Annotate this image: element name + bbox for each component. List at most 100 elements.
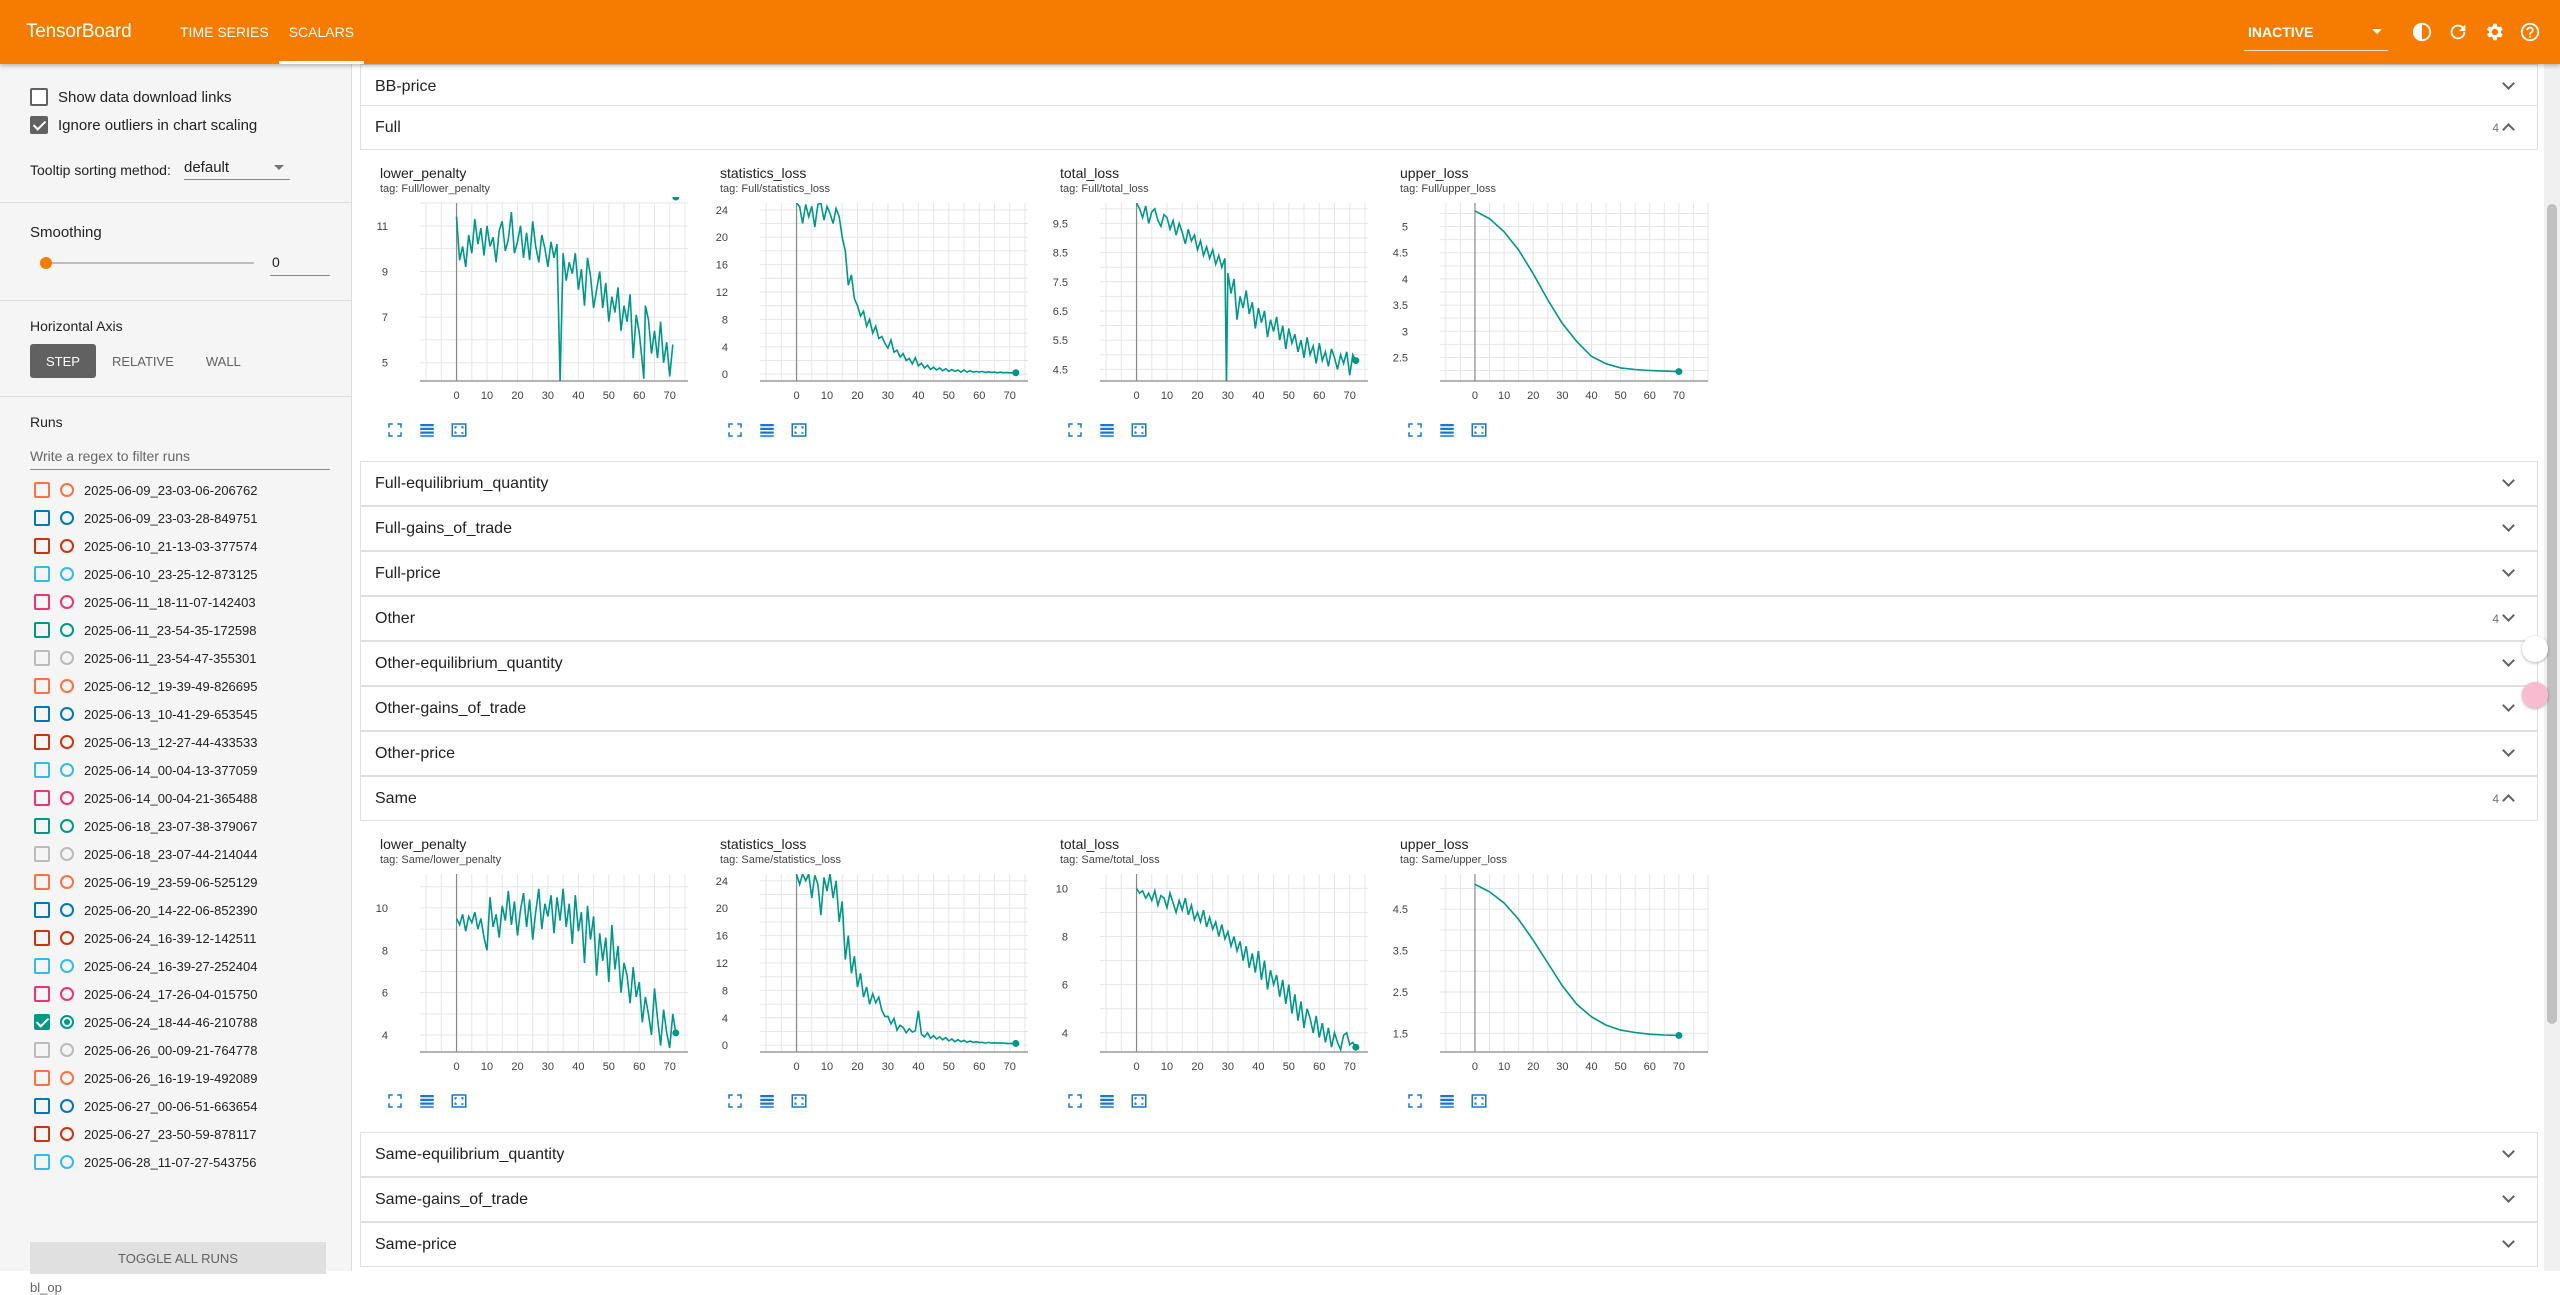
run-color-circle-icon[interactable] bbox=[60, 847, 74, 861]
chevron-down-icon[interactable] bbox=[2502, 744, 2515, 757]
run-item[interactable]: 2025-06-14_00-04-13-377059 bbox=[34, 756, 344, 784]
run-item[interactable]: 2025-06-24_16-39-12-142511 bbox=[34, 924, 344, 952]
data-table-icon[interactable] bbox=[1438, 421, 1456, 439]
run-color-circle-icon[interactable] bbox=[60, 791, 74, 805]
translate-icon[interactable] bbox=[2522, 682, 2548, 708]
run-item[interactable]: 2025-06-09_23-03-28-849751 bbox=[34, 504, 344, 532]
run-color-circle-icon[interactable] bbox=[60, 1099, 74, 1113]
chevron-up-icon[interactable] bbox=[2502, 794, 2515, 807]
tab-scalars[interactable]: SCALARS bbox=[278, 0, 365, 64]
chart-plot-area[interactable]: 0 10 20 30 40 50 60 70 4 6 8 10 bbox=[360, 868, 696, 1088]
run-color-circle-icon[interactable] bbox=[60, 623, 74, 637]
fullscreen-icon[interactable] bbox=[386, 421, 404, 439]
fullscreen-icon[interactable] bbox=[726, 1092, 744, 1110]
haxis-relative-button[interactable]: RELATIVE bbox=[111, 353, 174, 369]
group-header[interactable]: Full-equilibrium_quantity bbox=[360, 461, 2538, 506]
fullscreen-icon[interactable] bbox=[1406, 421, 1424, 439]
group-header[interactable]: Same-equilibrium_quantity bbox=[360, 1132, 2538, 1177]
run-checkbox-icon[interactable] bbox=[34, 958, 50, 974]
run-color-circle-icon[interactable] bbox=[60, 679, 74, 693]
group-header[interactable]: Same 4 bbox=[360, 776, 2538, 821]
chevron-down-icon[interactable] bbox=[2502, 564, 2515, 577]
chevron-down-icon[interactable] bbox=[2502, 1190, 2515, 1203]
run-checkbox-icon[interactable] bbox=[34, 538, 50, 554]
run-item[interactable]: 2025-06-11_23-54-47-355301 bbox=[34, 644, 344, 672]
fit-domain-icon[interactable] bbox=[1470, 421, 1488, 439]
chevron-down-icon[interactable] bbox=[2502, 699, 2515, 712]
run-checkbox-icon[interactable] bbox=[34, 510, 50, 526]
group-header[interactable]: Same-gains_of_trade bbox=[360, 1177, 2538, 1222]
run-checkbox-icon[interactable] bbox=[34, 902, 50, 918]
run-color-circle-icon[interactable] bbox=[60, 1127, 74, 1141]
run-item[interactable]: 2025-06-18_23-07-44-214044 bbox=[34, 840, 344, 868]
chart-plot-area[interactable]: 0 10 20 30 40 50 60 70 4 6 8 10 bbox=[1040, 868, 1376, 1088]
run-color-circle-icon[interactable] bbox=[60, 931, 74, 945]
run-checkbox-icon[interactable] bbox=[34, 846, 50, 862]
run-color-circle-icon[interactable] bbox=[60, 875, 74, 889]
group-header[interactable]: Full-price bbox=[360, 551, 2538, 596]
group-header[interactable]: Other 4 bbox=[360, 596, 2538, 641]
chevron-down-icon[interactable] bbox=[2502, 474, 2515, 487]
run-item[interactable]: 2025-06-13_12-27-44-433533 bbox=[34, 728, 344, 756]
run-item[interactable]: 2025-06-14_00-04-21-365488 bbox=[34, 784, 344, 812]
chevron-up-icon[interactable] bbox=[2502, 123, 2515, 136]
run-color-circle-icon[interactable] bbox=[60, 1155, 74, 1169]
group-header[interactable]: Other-equilibrium_quantity bbox=[360, 641, 2538, 686]
run-color-circle-icon[interactable] bbox=[60, 959, 74, 973]
refresh-icon[interactable] bbox=[2446, 20, 2470, 44]
run-checkbox-icon[interactable] bbox=[34, 734, 50, 750]
smoothing-slider-thumb[interactable] bbox=[40, 257, 52, 269]
run-checkbox-icon[interactable] bbox=[34, 1154, 50, 1170]
run-checkbox-icon[interactable] bbox=[34, 1098, 50, 1114]
run-item[interactable]: 2025-06-10_23-25-12-873125 bbox=[34, 560, 344, 588]
tab-time-series[interactable]: TIME SERIES bbox=[180, 24, 269, 40]
run-color-circle-icon[interactable] bbox=[60, 1071, 74, 1085]
fit-domain-icon[interactable] bbox=[450, 421, 468, 439]
scrollbar-thumb[interactable] bbox=[2547, 204, 2557, 1024]
chart-plot-area[interactable]: 0 10 20 30 40 50 60 70 1.5 2.5 3.5 4.5 bbox=[1380, 868, 1716, 1088]
data-table-icon[interactable] bbox=[758, 421, 776, 439]
chevron-down-icon[interactable] bbox=[2502, 77, 2515, 90]
fit-domain-icon[interactable] bbox=[790, 1092, 808, 1110]
run-checkbox-icon[interactable] bbox=[34, 1126, 50, 1142]
run-item[interactable]: 2025-06-13_10-41-29-653545 bbox=[34, 700, 344, 728]
smoothing-input[interactable]: 0 bbox=[270, 250, 330, 276]
run-color-circle-icon[interactable] bbox=[60, 987, 74, 1001]
data-table-icon[interactable] bbox=[418, 1092, 436, 1110]
fit-domain-icon[interactable] bbox=[1130, 1092, 1148, 1110]
chart-plot-area[interactable]: 0 10 20 30 40 50 60 70 5 7 9 11 bbox=[360, 197, 696, 417]
run-item[interactable]: 2025-06-26_16-19-19-492089 bbox=[34, 1064, 344, 1092]
checkbox-checked-icon[interactable] bbox=[30, 116, 48, 134]
chevron-down-icon[interactable] bbox=[2502, 519, 2515, 532]
run-checkbox-icon[interactable] bbox=[34, 650, 50, 666]
fullscreen-icon[interactable] bbox=[726, 421, 744, 439]
chevron-down-icon[interactable] bbox=[2502, 609, 2515, 622]
run-checkbox-icon[interactable] bbox=[34, 678, 50, 694]
run-color-circle-icon[interactable] bbox=[60, 567, 74, 581]
run-color-circle-icon[interactable] bbox=[60, 819, 74, 833]
run-color-circle-icon[interactable] bbox=[60, 595, 74, 609]
group-header[interactable]: Other-price bbox=[360, 731, 2538, 776]
run-item[interactable]: 2025-06-12_19-39-49-826695 bbox=[34, 672, 344, 700]
run-checkbox-icon[interactable] bbox=[34, 594, 50, 610]
data-table-icon[interactable] bbox=[1098, 421, 1116, 439]
run-color-circle-icon[interactable] bbox=[60, 483, 74, 497]
run-item[interactable]: 2025-06-24_17-26-04-015750 bbox=[34, 980, 344, 1008]
show-download-links-toggle[interactable]: Show data download links bbox=[30, 88, 231, 106]
checkbox-unchecked-icon[interactable] bbox=[30, 88, 48, 106]
ignore-outliers-toggle[interactable]: Ignore outliers in chart scaling bbox=[30, 116, 257, 134]
run-item[interactable]: 2025-06-20_14-22-06-852390 bbox=[34, 896, 344, 924]
chart-plot-area[interactable]: 0 10 20 30 40 50 60 70 2.5 3 3.5 4 4.5 5 bbox=[1380, 197, 1716, 417]
group-header[interactable]: BB-price bbox=[360, 64, 2538, 109]
chevron-down-icon[interactable] bbox=[2502, 654, 2515, 667]
run-item[interactable]: 2025-06-11_23-54-35-172598 bbox=[34, 616, 344, 644]
run-item[interactable]: 2025-06-10_21-13-03-377574 bbox=[34, 532, 344, 560]
run-color-circle-icon[interactable] bbox=[60, 735, 74, 749]
haxis-step-button[interactable]: STEP bbox=[30, 344, 96, 378]
run-item[interactable]: 2025-06-09_23-03-06-206762 bbox=[34, 476, 344, 504]
run-item[interactable]: 2025-06-27_00-06-51-663654 bbox=[34, 1092, 344, 1120]
chart-plot-area[interactable]: 0 10 20 30 40 50 60 70 0 4 8 12 16 20 24 bbox=[700, 868, 1036, 1088]
run-checkbox-icon[interactable] bbox=[34, 986, 50, 1002]
run-item[interactable]: 2025-06-27_23-50-59-878117 bbox=[34, 1120, 344, 1148]
run-color-circle-icon[interactable] bbox=[60, 651, 74, 665]
